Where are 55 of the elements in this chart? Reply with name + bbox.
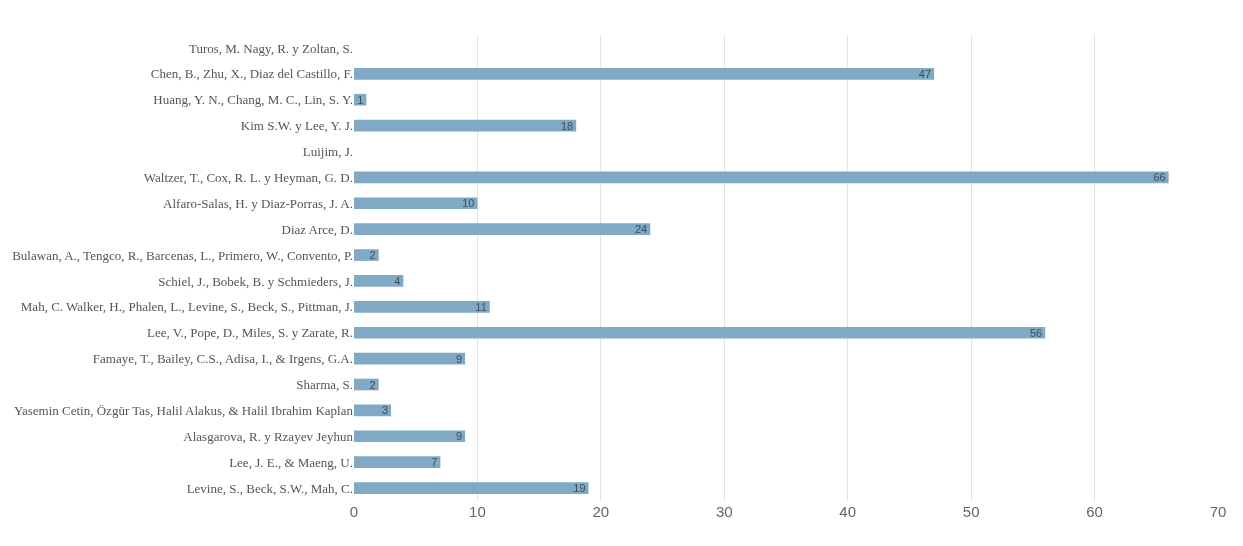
- x-tick-label: 30: [715, 503, 733, 520]
- bar: [354, 171, 1169, 184]
- x-tick-label: 50: [962, 503, 980, 520]
- y-tick-label: Lee, V., Pope, D., Miles, S. y Zarate, R.: [146, 325, 353, 341]
- y-tick-label: Waltzer, T., Cox, R. L. y Heyman, G. D.: [143, 169, 353, 185]
- bar: [354, 275, 404, 287]
- y-tick-label: Alasgarova, R. y Rzayev Jeyhun: [183, 428, 354, 444]
- data-label: 18: [560, 119, 574, 132]
- bar: [354, 456, 441, 468]
- y-tick-label: Levine, S., Beck, S.W., Mah, C.: [186, 480, 353, 496]
- x-tick-label: 40: [839, 503, 857, 520]
- bar: [354, 430, 466, 443]
- data-label: 1: [357, 93, 364, 106]
- bar: [354, 482, 589, 494]
- data-label: 2: [369, 378, 376, 391]
- y-tick-label: Mah, C. Walker, H., Phalen, L., Levine, S., Beck, S., Pittman, J.: [20, 299, 353, 315]
- data-label: 11: [475, 300, 487, 313]
- y-tick-label: Kim S.W. y Lee, Y. J.: [240, 118, 353, 134]
- y-tick-label: Lee, J. E., & Maeng, U.: [229, 454, 353, 470]
- bar: [354, 119, 577, 132]
- y-tick-label: Turos, M. Nagy, R. y Zoltan, S.: [188, 40, 353, 56]
- y-tick-label: Sharma, S.: [296, 377, 353, 393]
- data-label: 3: [381, 404, 389, 417]
- x-tick-label: 60: [1086, 503, 1103, 520]
- bar: [354, 197, 478, 210]
- data-label: 2: [369, 249, 376, 262]
- data-label: 9: [455, 430, 463, 443]
- x-tick-label: 10: [469, 503, 486, 520]
- data-label: 19: [573, 482, 586, 495]
- y-tick-label: Yasemin Cetin, Özgür Tas, Halil Alakus, & Halil Ibrahim Kaplan: [13, 402, 354, 418]
- bar: [354, 249, 379, 261]
- bar: [354, 301, 490, 313]
- data-label: 4: [394, 274, 401, 287]
- data-label: 47: [918, 67, 932, 80]
- x-tick-label: 20: [592, 503, 610, 520]
- data-label: 24: [634, 223, 648, 236]
- y-tick-label: Chen, B., Zhu, X., Diaz del Castillo, F.: [150, 66, 353, 82]
- y-tick-label: Luijim, J.: [302, 144, 353, 160]
- x-tick-label: 0: [349, 503, 359, 520]
- y-tick-label: Huang, Y. N., Chang, M. C., Lin, S. Y.: [153, 92, 353, 108]
- data-label: 10: [462, 197, 475, 210]
- data-label: 9: [455, 352, 463, 365]
- bar: [354, 223, 651, 235]
- data-label: 56: [1029, 326, 1043, 339]
- y-tick-label: Famaye, T., Bailey, C.S., Adisa, I., & Irgens, G.A.: [92, 351, 353, 367]
- data-label: 66: [1153, 171, 1166, 184]
- x-tick-label: 70: [1209, 503, 1227, 520]
- y-tick-label: Bulawan, A., Tengco, R., Barcenas, L., Primero, W., Convento, P.: [12, 247, 353, 263]
- bar: [354, 68, 935, 80]
- y-tick-label: Schiel, J., Bobek, B. y Schmieders, J.: [158, 273, 353, 289]
- y-tick-label: Alfaro-Salas, H. y Diaz-Porras, J. A.: [163, 195, 353, 211]
- bar: [354, 352, 466, 365]
- bar: [354, 326, 1046, 339]
- y-tick-label: Diaz Arce, D.: [281, 221, 353, 237]
- data-label: 7: [431, 456, 438, 469]
